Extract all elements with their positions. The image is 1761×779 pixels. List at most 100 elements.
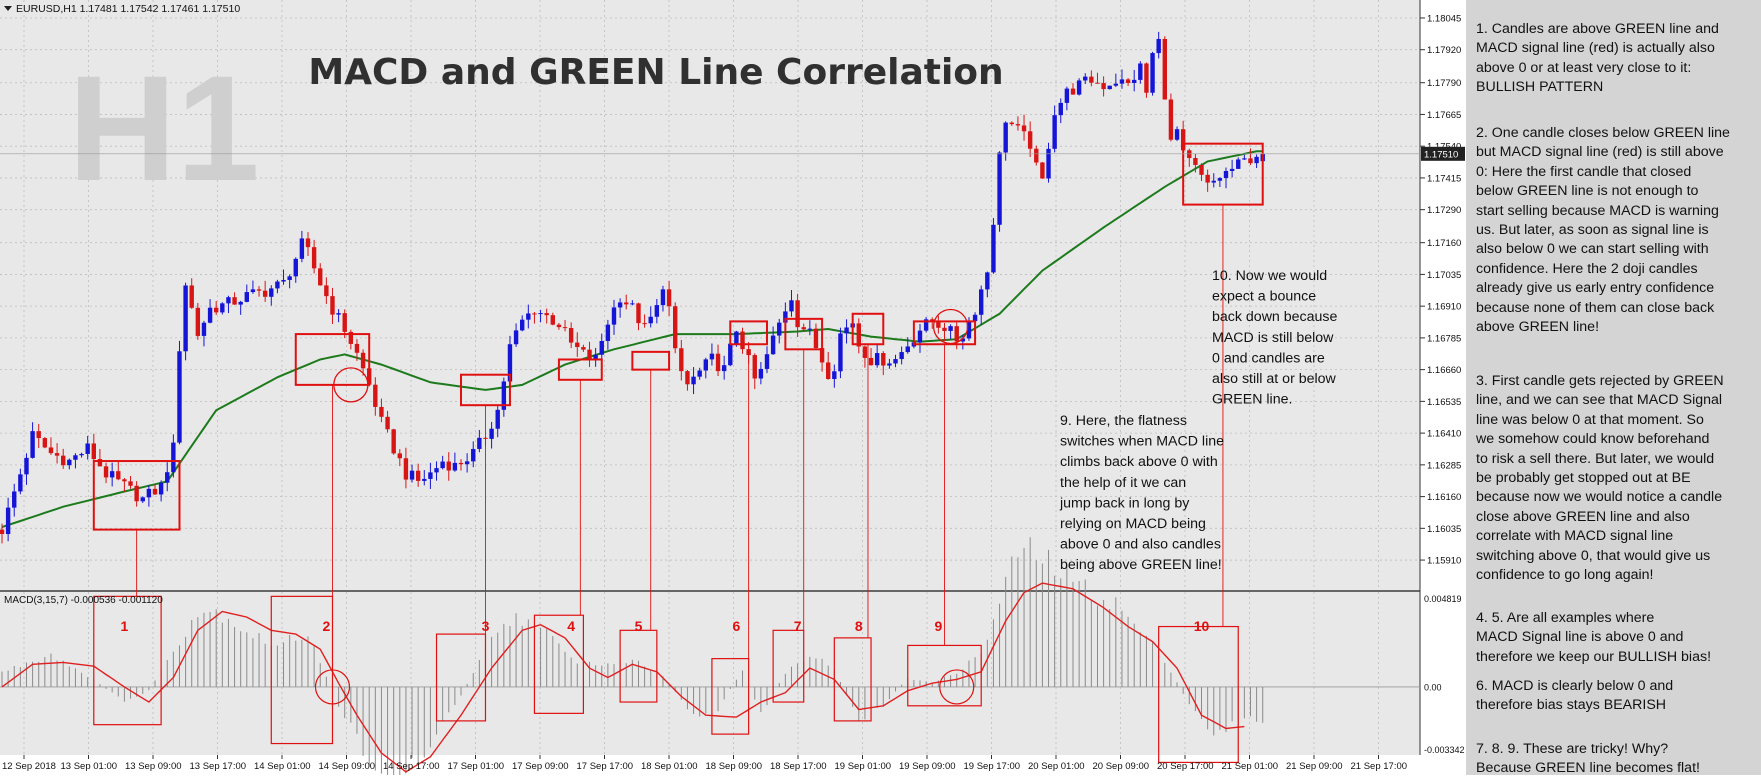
candle-body [287,276,292,280]
candle-body [960,338,966,342]
time-axis-label: 17 Sep 17:00 [577,761,634,772]
candle-body [379,406,384,417]
candle-body [134,485,139,502]
candle-body [526,313,531,320]
candle-body [685,371,690,385]
candle-body [1089,76,1094,83]
candle [948,324,953,339]
candle [874,343,880,368]
candle-body [1205,174,1210,183]
candle [1174,126,1180,142]
candle [238,300,243,315]
candle [336,309,341,323]
side-note: 2. One candle closes below GREEN line but… [1476,124,1756,337]
side-note-line: us. But later, as soon as signal line is [1476,222,1709,239]
price-axis-label: 1.16660 [1427,365,1461,376]
candle-body [1070,88,1076,95]
candle [24,453,29,485]
candle [709,343,715,366]
candle-body [556,324,562,328]
macd-pane-background [0,592,1420,755]
macd-axis-label: 0.004819 [1424,594,1462,604]
symbol-header: EURUSD,H1 1.17481 1.17542 1.17461 1.1751… [4,3,240,15]
candle [220,302,225,315]
candle [801,323,806,332]
macd-box-number-label: 9 [934,618,942,634]
price-axis-label: 1.17415 [1427,173,1461,184]
candle [795,293,800,337]
candle-body [42,438,48,448]
candle-body [1199,164,1204,175]
price-axis-label: 1.16035 [1427,524,1461,535]
time-axis-label: 14 Sep 01:00 [254,761,311,772]
candle-body [874,353,880,366]
candle-body [360,352,366,369]
candle [568,322,574,349]
chart-note-line: 9. Here, the flatness [1060,413,1187,429]
price-axis-label: 1.16285 [1427,460,1461,471]
candle [923,317,929,333]
candle-body [171,442,176,473]
side-note-line: because none of them can close back [1476,299,1715,316]
candle-body [948,326,953,331]
candle-body [887,363,892,366]
side-note-line: we somehow could know beforehand [1476,431,1710,448]
candle [1211,173,1216,188]
candle [1101,76,1106,97]
candle-body [128,481,133,486]
candle [642,314,647,328]
candle-body [1156,38,1161,54]
candle [721,355,727,380]
candle [666,281,672,317]
candle-body [12,491,17,508]
candle-body [269,288,274,297]
candle-body [116,471,121,480]
candle-body [1150,53,1155,93]
candle-body [281,279,286,282]
candle [287,274,292,289]
side-note-line: line, and we can see that MACD Signal [1476,392,1723,409]
chart-note-line: GREEN line. [1212,392,1292,408]
candle [1040,162,1045,179]
candle-body [538,313,543,315]
candle-body [428,472,433,479]
side-note-line: also below 0 we can start selling with [1476,241,1709,258]
chart-note-line: back down because [1212,309,1338,325]
macd-annotation-box [619,629,658,703]
side-note-line: close above GREEN line and also [1476,508,1690,525]
candle [544,308,549,324]
candle-body [1119,79,1125,84]
candle-body [1046,148,1051,179]
candle-body [862,346,868,358]
candle-body [599,341,604,355]
candle-body [868,357,874,366]
candle [1113,73,1119,88]
candle-body [177,351,182,443]
candle-body [434,468,439,473]
candle [617,298,623,318]
candle [550,312,555,326]
candle-body [1229,168,1235,171]
candle-body [568,328,574,343]
dropdown-arrow-icon[interactable] [4,6,12,11]
chart-notes-layer: 9. Here, the flatness switches when MACD … [1059,268,1338,573]
macd-box-number-label: 4 [567,618,575,634]
candle [887,358,892,369]
macd-signal-line [1,582,1245,773]
candle [1242,154,1247,160]
price-axis-label: 1.18045 [1427,13,1461,24]
candle [103,462,109,484]
candle [79,452,84,458]
candle [538,309,543,323]
candle-body [189,285,194,308]
candle-body [666,289,672,307]
candle-body [214,307,219,313]
candle [1156,31,1161,59]
candle [183,282,188,361]
candle-body [520,319,525,331]
candle [697,367,702,380]
candle [348,329,354,350]
macd-box-number-label: 6 [733,618,741,634]
candle-body [923,319,929,331]
candle [1064,86,1070,111]
